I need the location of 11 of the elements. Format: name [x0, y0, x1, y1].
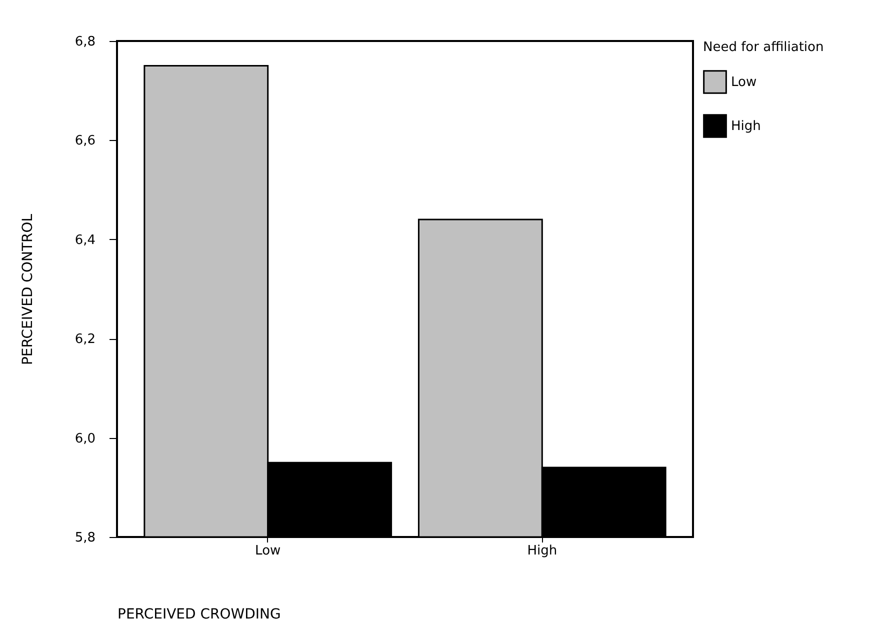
y-axis-title: PERCEIVED CONTROL [20, 214, 36, 366]
y-tick-label: 6,0 [74, 431, 96, 446]
x-axis-title: PERCEIVED CROWDING [118, 606, 281, 622]
y-tick-label: 5,8 [74, 530, 96, 546]
y-tick-label: 6,4 [74, 232, 96, 248]
y-tick-label: 6,2 [74, 332, 96, 348]
y-tick-label: 6,8 [74, 34, 96, 50]
y-tick-label: 6,6 [74, 134, 96, 149]
legend-label: Low [731, 75, 757, 90]
legend-title: Need for affiliation [703, 40, 824, 55]
legend-label: High [731, 119, 761, 134]
